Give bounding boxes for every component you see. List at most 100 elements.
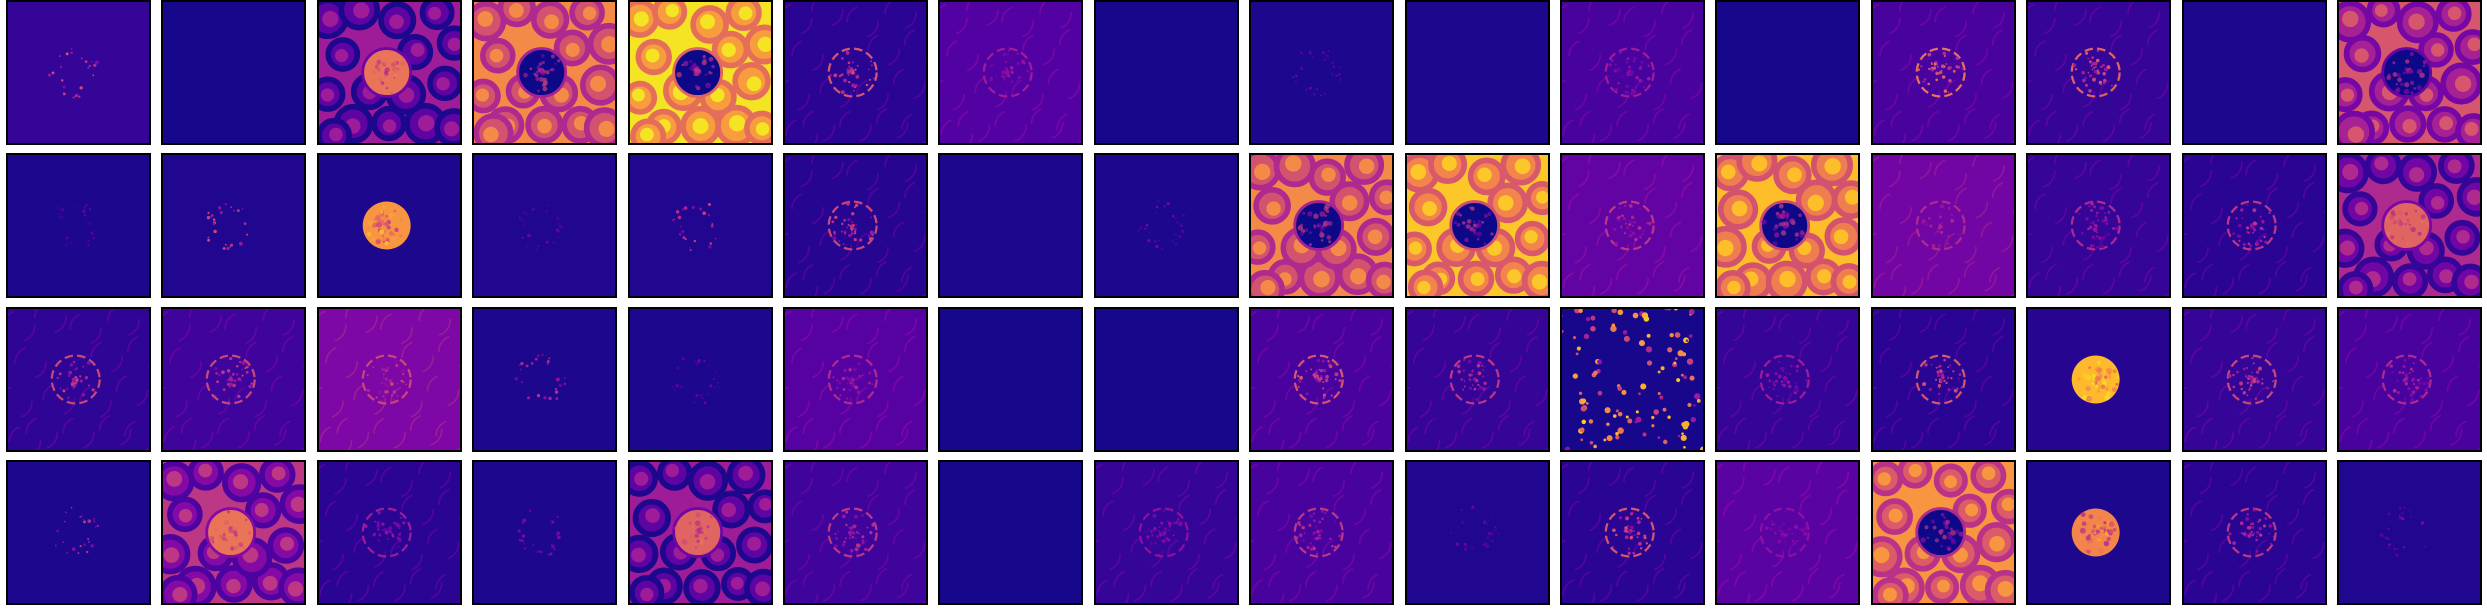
feature-map-image bbox=[785, 155, 926, 296]
feature-map-tile bbox=[6, 153, 151, 298]
feature-map-image bbox=[1873, 309, 2014, 450]
feature-map-tile bbox=[628, 153, 773, 298]
feature-map-tile bbox=[938, 460, 1083, 605]
feature-map-tile bbox=[1405, 153, 1550, 298]
feature-map-image bbox=[1562, 462, 1703, 603]
feature-map-image bbox=[2028, 462, 2169, 603]
feature-map-tile bbox=[938, 0, 1083, 145]
feature-map-tile bbox=[161, 307, 306, 452]
feature-map-image bbox=[1251, 462, 1392, 603]
feature-map-image bbox=[1407, 462, 1548, 603]
feature-map-tile bbox=[2182, 460, 2327, 605]
feature-map-tile bbox=[161, 0, 306, 145]
feature-map-tile bbox=[2337, 307, 2482, 452]
feature-map-tile bbox=[2026, 153, 2171, 298]
feature-map-tile bbox=[2337, 460, 2482, 605]
feature-map-image bbox=[163, 309, 304, 450]
feature-map-tile bbox=[1715, 460, 1860, 605]
feature-map-image bbox=[1251, 155, 1392, 296]
feature-map-image bbox=[1251, 309, 1392, 450]
feature-map-tile bbox=[938, 153, 1083, 298]
feature-map-image bbox=[785, 462, 926, 603]
feature-map-image bbox=[1717, 2, 1858, 143]
feature-map-image bbox=[8, 309, 149, 450]
feature-map-image bbox=[2028, 309, 2169, 450]
feature-map-image bbox=[8, 2, 149, 143]
feature-map-image bbox=[319, 309, 460, 450]
feature-map-image bbox=[1251, 2, 1392, 143]
feature-map-image bbox=[2339, 309, 2480, 450]
feature-map-tile bbox=[938, 307, 1083, 452]
feature-map-image bbox=[8, 155, 149, 296]
feature-map-image bbox=[630, 155, 771, 296]
feature-map-tile bbox=[1715, 307, 1860, 452]
feature-map-image bbox=[1407, 309, 1548, 450]
feature-map-tile bbox=[1715, 0, 1860, 145]
feature-map-image bbox=[785, 2, 926, 143]
feature-map-tile bbox=[1249, 460, 1394, 605]
feature-map-tile bbox=[6, 0, 151, 145]
feature-map-tile bbox=[317, 153, 462, 298]
feature-map-tile bbox=[783, 307, 928, 452]
feature-map-image bbox=[474, 155, 615, 296]
feature-map-image bbox=[2184, 462, 2325, 603]
feature-map-image bbox=[1873, 155, 2014, 296]
feature-map-image bbox=[1717, 155, 1858, 296]
feature-map-image bbox=[163, 155, 304, 296]
feature-map-tile bbox=[2182, 0, 2327, 145]
feature-map-tile bbox=[1560, 460, 1705, 605]
feature-map-image bbox=[319, 2, 460, 143]
feature-map-image bbox=[940, 309, 1081, 450]
feature-map-tile bbox=[628, 460, 773, 605]
feature-map-image bbox=[474, 462, 615, 603]
feature-map-tile bbox=[1094, 307, 1239, 452]
feature-map-tile bbox=[1871, 307, 2016, 452]
feature-map-image bbox=[163, 2, 304, 143]
feature-map-tile bbox=[2026, 307, 2171, 452]
feature-map-image bbox=[785, 309, 926, 450]
feature-map-tile bbox=[2337, 153, 2482, 298]
feature-map-image bbox=[1873, 2, 2014, 143]
feature-map-tile bbox=[2026, 0, 2171, 145]
feature-map-image bbox=[2339, 2, 2480, 143]
feature-map-tile bbox=[317, 460, 462, 605]
feature-map-image bbox=[1562, 155, 1703, 296]
feature-map-image bbox=[940, 155, 1081, 296]
feature-map-tile bbox=[1871, 460, 2016, 605]
feature-map-tile bbox=[1560, 307, 1705, 452]
feature-map-image bbox=[1407, 155, 1548, 296]
feature-map-tile bbox=[317, 0, 462, 145]
feature-map-tile bbox=[783, 460, 928, 605]
feature-map-tile bbox=[1871, 153, 2016, 298]
feature-map-image bbox=[630, 309, 771, 450]
feature-map-tile bbox=[1405, 0, 1550, 145]
feature-map-tile bbox=[472, 153, 617, 298]
feature-map-tile bbox=[783, 153, 928, 298]
feature-map-tile bbox=[317, 307, 462, 452]
feature-map-tile bbox=[2182, 307, 2327, 452]
feature-map-image bbox=[2339, 155, 2480, 296]
feature-map-tile bbox=[1871, 0, 2016, 145]
feature-map-tile bbox=[1560, 0, 1705, 145]
feature-map-image bbox=[474, 309, 615, 450]
feature-map-tile bbox=[2337, 0, 2482, 145]
feature-map-tile bbox=[1405, 307, 1550, 452]
feature-map-image bbox=[630, 462, 771, 603]
feature-map-image bbox=[1717, 309, 1858, 450]
feature-map-image bbox=[1873, 462, 2014, 603]
feature-map-tile bbox=[6, 307, 151, 452]
feature-map-image bbox=[940, 462, 1081, 603]
feature-map-image bbox=[1096, 462, 1237, 603]
feature-map-tile bbox=[472, 0, 617, 145]
feature-map-image bbox=[1096, 155, 1237, 296]
feature-map-tile bbox=[1094, 460, 1239, 605]
feature-map-tile bbox=[1094, 153, 1239, 298]
feature-map-tile bbox=[628, 307, 773, 452]
feature-map-tile bbox=[628, 0, 773, 145]
feature-map-tile bbox=[472, 307, 617, 452]
feature-map-image bbox=[474, 2, 615, 143]
feature-map-image bbox=[1096, 2, 1237, 143]
feature-map-image bbox=[1562, 2, 1703, 143]
feature-map-tile bbox=[6, 460, 151, 605]
feature-map-image bbox=[163, 462, 304, 603]
